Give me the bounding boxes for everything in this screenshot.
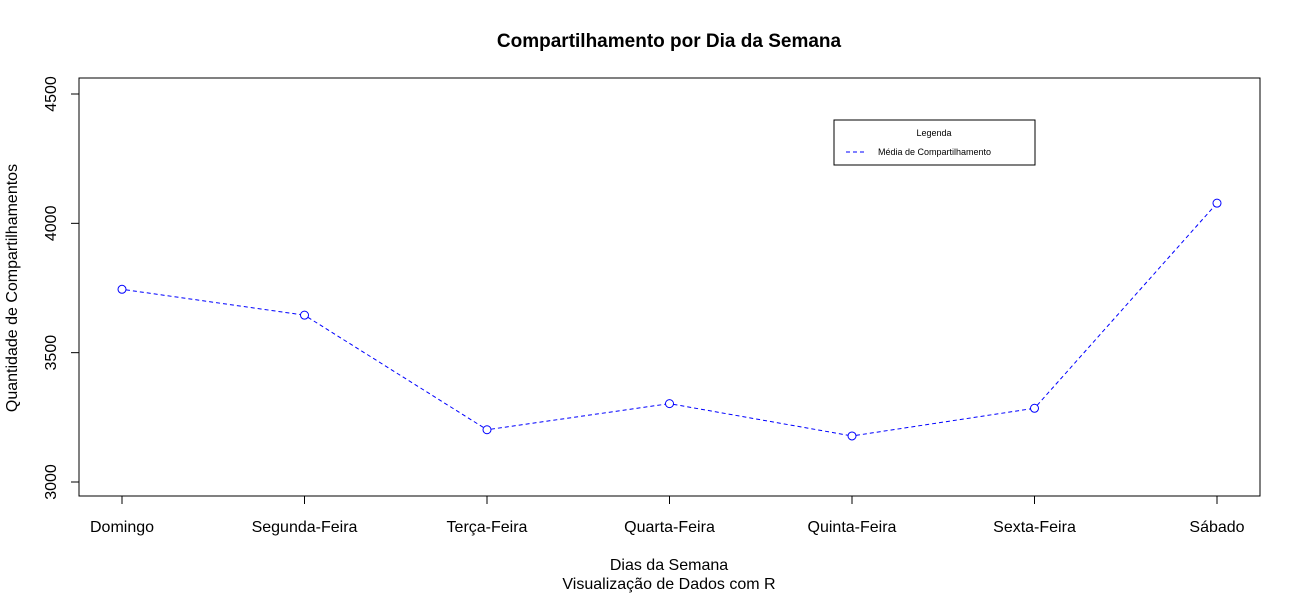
data-point <box>300 310 309 320</box>
legend: Legenda Média de Compartilhamento <box>833 119 1036 166</box>
y-axis: 3000 3500 4000 4500 <box>43 76 80 500</box>
chart-subtitle: Visualização de Dados com R <box>562 576 775 593</box>
data-point <box>117 284 127 294</box>
x-tick-label: Segunda-Feira <box>252 519 358 536</box>
x-axis: Domingo Segunda-Feira Terça-Feira Quarta-Fe… <box>90 495 1245 536</box>
legend-box <box>833 119 1036 166</box>
series-line-segment <box>307 316 484 429</box>
x-tick-label: Domingo <box>90 519 154 536</box>
data-point <box>1030 403 1039 413</box>
y-tick-label: 3500 <box>43 335 60 371</box>
legend-item-label: Média de Compartilhamento <box>878 147 991 157</box>
series-line-segment <box>1036 205 1215 406</box>
series-layer <box>117 198 1222 441</box>
data-point <box>847 431 857 441</box>
x-tick-label: Sábado <box>1189 519 1244 536</box>
y-tick-label: 4500 <box>43 76 60 112</box>
x-tick-label: Sexta-Feira <box>993 519 1076 536</box>
y-tick-label: 3000 <box>43 464 60 500</box>
x-axis-label: Dias da Semana <box>610 557 728 574</box>
chart-title: Compartilhamento por Dia da Semana <box>497 31 842 52</box>
legend-title: Legenda <box>916 128 951 138</box>
data-point <box>482 425 492 435</box>
data-point <box>1212 198 1222 208</box>
series-line-segment <box>490 403 666 430</box>
series-line-segment <box>855 408 1031 436</box>
series-line-segment <box>125 289 301 316</box>
x-tick-label: Quarta-Feira <box>624 519 715 536</box>
x-tick-label: Terça-Feira <box>447 519 528 536</box>
data-point <box>665 399 674 409</box>
y-tick-label: 4000 <box>43 205 60 241</box>
plot-frame <box>78 77 1261 497</box>
y-axis-label: Quantidade de Compartilhamentos <box>4 164 21 412</box>
series-line-segment <box>673 403 849 436</box>
x-tick-label: Quinta-Feira <box>808 519 897 536</box>
